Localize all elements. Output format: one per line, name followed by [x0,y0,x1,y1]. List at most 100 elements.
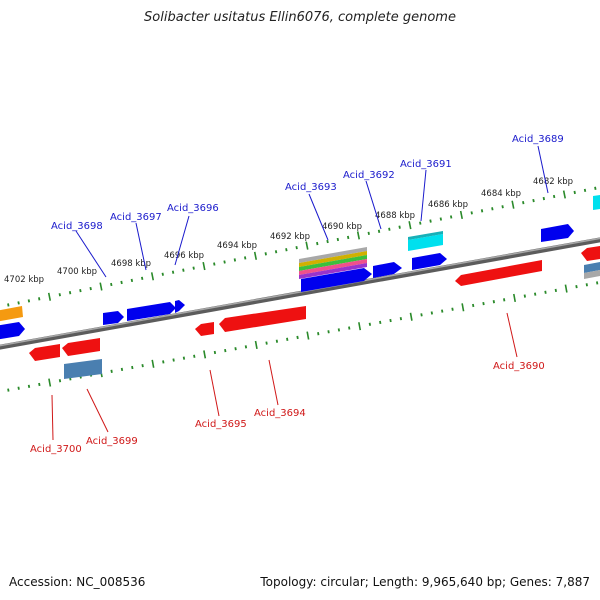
gene-arrow[interactable] [412,253,447,270]
minor-tick [243,256,247,260]
minor-tick [296,335,299,340]
grey-gene-edge[interactable] [584,270,600,279]
minor-tick [420,313,423,317]
steelblue-gene-edge[interactable] [584,262,600,273]
gene-arrow[interactable] [581,246,600,261]
gene-arrow[interactable] [373,262,402,278]
feature-bar[interactable] [299,255,367,271]
minor-tick [162,360,165,364]
minor-tick [233,258,237,262]
minor-tick [575,285,578,289]
minor-tick [552,194,556,199]
minor-tick [68,291,72,295]
gene-arrow[interactable] [127,302,176,321]
minor-tick [523,294,526,298]
gene-label[interactable]: Acid_3697 [110,212,162,223]
minor-tick [542,196,546,201]
minor-tick [472,303,475,308]
gene-arrow[interactable] [301,268,372,292]
reverse-strand-genes [29,246,600,379]
top-label-leaders [75,145,549,278]
cyan-gene-top[interactable] [408,231,443,240]
gene-label[interactable]: Acid_3694 [254,408,306,419]
gene-label[interactable]: Acid_3691 [400,159,452,170]
minor-tick [58,379,62,383]
gene-label[interactable]: Acid_3693 [285,182,337,193]
minor-tick [449,215,453,219]
feature-bar[interactable] [299,263,367,279]
minor-tick [337,328,341,332]
gene-arrow[interactable] [103,311,124,325]
feature-bar[interactable] [299,247,367,263]
minor-tick [234,347,237,351]
genome-backbone-highlight [0,237,600,347]
minor-tick [399,316,403,321]
minor-tick [264,252,267,256]
minor-tick [389,318,392,323]
major-tick [564,284,568,293]
major-tick [151,359,155,368]
minor-tick [441,309,444,313]
cyan-gene-edge[interactable] [593,195,600,210]
minor-tick [594,186,597,190]
minor-tick [110,282,113,287]
minor-tick [379,320,382,325]
minor-tick [265,341,268,345]
gene-label[interactable]: Acid_3699 [86,436,138,447]
minor-tick [348,326,351,330]
minor-tick [285,248,288,252]
kbp-label: 4690 kbp [322,222,362,232]
minor-tick [430,311,434,315]
gene-label[interactable]: Acid_3698 [51,221,103,232]
minor-tick [388,227,391,231]
minor-tick [419,221,422,225]
minor-tick [585,283,588,287]
gene-arrow[interactable] [541,224,574,242]
gene-arrow[interactable] [0,322,25,340]
minor-tick [326,239,329,244]
kbp-label: 4696 kbp [164,251,204,261]
gene-arrow[interactable] [175,300,185,313]
minor-tick [534,292,537,296]
minor-tick [7,303,10,307]
forward-strand-genes [0,224,574,340]
major-tick [305,241,309,250]
kbp-label: 4688 kbp [375,211,415,221]
minor-tick [131,365,134,370]
minor-tick [554,288,557,293]
minor-tick [491,207,494,211]
gene-label[interactable]: Acid_3690 [493,361,545,372]
major-tick [306,331,310,340]
major-tick [409,312,413,321]
minor-tick [38,382,41,387]
gene-label[interactable]: Acid_3692 [343,170,395,181]
cyan-gene[interactable] [408,234,443,251]
orange-gene[interactable] [0,306,23,322]
stacked-feature-group [0,195,600,322]
minor-tick [171,270,175,274]
major-tick [203,350,207,359]
gene-arrow[interactable] [195,322,214,336]
gene-arrow[interactable] [219,306,306,332]
major-tick [202,261,206,271]
minor-tick [346,235,350,240]
gene-arrow[interactable] [29,344,60,361]
gene-arrow[interactable] [62,338,100,356]
steelblue-gene[interactable] [64,359,102,379]
gene-label[interactable]: Acid_3696 [167,203,219,214]
minor-tick [470,211,473,215]
feature-bar[interactable] [299,259,367,275]
gene-label[interactable]: Acid_3695 [195,419,247,430]
minor-tick [429,219,432,223]
major-tick [150,272,155,281]
gene-label[interactable]: Acid_3689 [512,134,564,145]
major-tick [253,251,258,260]
minor-tick [492,300,495,304]
minor-tick [595,281,599,285]
feature-bar[interactable] [299,251,367,267]
gene-arrow[interactable] [455,260,542,286]
gene-label[interactable]: Acid_3700 [30,444,82,455]
kbp-label: 4698 kbp [111,259,151,269]
minor-tick [573,190,576,195]
